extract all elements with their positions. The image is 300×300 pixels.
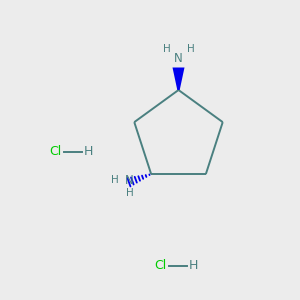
Text: Cl: Cl xyxy=(50,145,61,158)
Text: N: N xyxy=(174,52,183,65)
Text: H: H xyxy=(187,44,195,54)
Text: H: H xyxy=(111,176,119,185)
Text: H: H xyxy=(163,44,170,54)
Text: Cl: Cl xyxy=(154,259,166,272)
Text: H: H xyxy=(189,259,198,272)
Text: N: N xyxy=(125,174,134,187)
Text: H: H xyxy=(84,145,93,158)
Text: H: H xyxy=(126,188,134,198)
Polygon shape xyxy=(172,68,184,90)
